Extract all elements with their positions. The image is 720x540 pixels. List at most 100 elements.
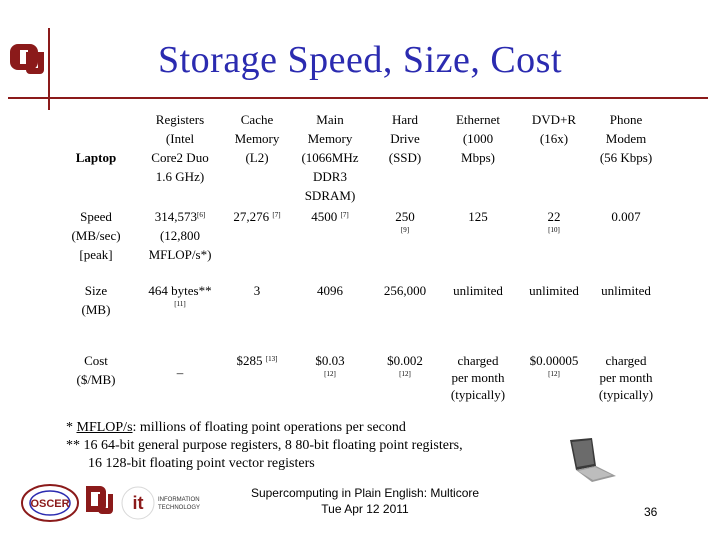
col-header-line: Memory bbox=[234, 131, 280, 146]
footer-logos: OSCER it INFORMATION TECHNOLOGY bbox=[18, 480, 218, 531]
col-header-line: Phone bbox=[609, 112, 643, 127]
cell-value: (typically) bbox=[450, 387, 506, 402]
col-header-line: Modem bbox=[605, 131, 647, 146]
cell-cost-modem: charged per month (typically) bbox=[592, 349, 660, 419]
cell-value: charged bbox=[457, 353, 499, 368]
cell-size-registers: 464 bytes** [11] bbox=[136, 279, 224, 349]
cell-value: $0.03 bbox=[315, 353, 345, 368]
cell-cost-registers: – bbox=[136, 349, 224, 419]
slide-title: Storage Speed, Size, Cost bbox=[157, 39, 563, 81]
cell-speed-modem: 0.007 bbox=[611, 209, 641, 224]
cell-value: (typically) bbox=[598, 387, 654, 402]
col-header-line: (SSD) bbox=[388, 150, 422, 165]
cell-value: per month bbox=[451, 370, 505, 385]
col-header-registers: Registers (Intel Core2 Duo 1.6 GHz) bbox=[136, 108, 224, 205]
cell-speed-ethernet: 125 bbox=[468, 209, 488, 224]
col-header-dvd: DVD+R (16x) bbox=[516, 108, 592, 205]
row-label-line: ($/MB) bbox=[76, 372, 116, 387]
page-number: 36 bbox=[644, 505, 658, 519]
col-header-line: SDRAM) bbox=[304, 188, 356, 203]
footnote-term: MFLOP/s bbox=[76, 420, 133, 435]
cell-value: charged bbox=[605, 353, 647, 368]
slide-footer: Supercomputing in Plain English: Multico… bbox=[230, 485, 500, 517]
it-logo-subtext: TECHNOLOGY bbox=[158, 505, 200, 511]
cell-value: 250 bbox=[395, 209, 415, 224]
storage-table: Laptop Registers (Intel Core2 Duo 1.6 GH… bbox=[56, 108, 660, 419]
title-vertical-rule bbox=[48, 28, 50, 110]
reference-mark: [13] bbox=[265, 355, 278, 363]
cell-cost-main: $0.03 [12] bbox=[290, 349, 370, 419]
cell-speed-main: 4500 [7] bbox=[290, 205, 370, 279]
table-row-size: Size (MB) 464 bytes** [11] 3 4096 256,000… bbox=[56, 279, 660, 349]
table-row-cost: Cost ($/MB) – $285 [13] $0.03 [12] $0.002… bbox=[56, 349, 660, 419]
reference-mark: [12] bbox=[324, 370, 336, 378]
col-header-main-memory: Main Memory (1066MHz DDR3 SDRAM) bbox=[290, 108, 370, 205]
cell-cost-disk: $0.002 [12] bbox=[370, 349, 440, 419]
col-header-hard-drive: Hard Drive (SSD) bbox=[370, 108, 440, 205]
col-header-line: Hard bbox=[392, 112, 418, 127]
col-header-line: Main bbox=[316, 112, 344, 127]
reference-mark: [6] bbox=[197, 211, 206, 219]
row-label-line: Cost bbox=[84, 353, 108, 368]
col-header-line: (Intel bbox=[165, 131, 195, 146]
col-header-modem: Phone Modem (56 Kbps) bbox=[592, 108, 660, 205]
col-header-cache: Cache Memory (L2) bbox=[224, 108, 290, 205]
row-label-line: (MB) bbox=[81, 302, 111, 317]
footnote-mflops: * MFLOP/s: millions of floating point op… bbox=[66, 419, 463, 437]
cell-speed-disk: 250 [9] bbox=[370, 205, 440, 279]
col-header-line: Registers bbox=[155, 112, 205, 127]
col-header-line: (1000 bbox=[462, 131, 494, 146]
cell-speed-registers: 314,573[6] (12,800 MFLOP/s*) bbox=[136, 205, 224, 279]
cell-size-main: 4096 bbox=[317, 283, 343, 298]
col-header-line: DVD+R bbox=[531, 112, 577, 127]
ou-logo-icon bbox=[10, 44, 44, 74]
row-label-line: Size bbox=[84, 283, 108, 298]
reference-mark: [7] bbox=[272, 211, 281, 219]
cell-value: (12,800 bbox=[159, 228, 201, 243]
row-label-line: (MB/sec) bbox=[71, 228, 121, 243]
cell-value: $285 bbox=[236, 353, 263, 368]
row-label-size: Size (MB) bbox=[56, 279, 136, 349]
col-header-line: Ethernet bbox=[455, 112, 501, 127]
footnote-text: : millions of floating point operations … bbox=[132, 420, 406, 435]
reference-mark: [10] bbox=[548, 226, 560, 234]
it-logo-subtext: INFORMATION bbox=[158, 497, 200, 503]
cell-speed-dvd: 22 [10] bbox=[516, 205, 592, 279]
cell-size-ethernet: unlimited bbox=[453, 283, 503, 298]
col-header-ethernet: Ethernet (1000 Mbps) bbox=[440, 108, 516, 205]
laptop-icon bbox=[570, 438, 616, 482]
oscer-logo-icon: OSCER it INFORMATION TECHNOLOGY bbox=[21, 484, 200, 522]
cell-value: – bbox=[176, 365, 184, 380]
footnote-mark: * bbox=[66, 420, 77, 435]
col-header-line: (L2) bbox=[245, 150, 269, 165]
cell-size-dvd: unlimited bbox=[529, 283, 579, 298]
cell-value: $0.00005 bbox=[529, 353, 579, 368]
row-label-cost: Cost ($/MB) bbox=[56, 349, 136, 419]
cell-value: 314,573 bbox=[154, 209, 198, 224]
footer-line: Supercomputing in Plain English: Multico… bbox=[250, 486, 480, 500]
cell-value: 27,276 bbox=[233, 209, 270, 224]
col-header-line: Drive bbox=[390, 131, 420, 146]
reference-mark: [12] bbox=[548, 370, 560, 378]
col-header-line: DDR3 bbox=[313, 169, 347, 184]
cell-value: 22 bbox=[547, 209, 561, 224]
cell-value: MFLOP/s*) bbox=[148, 247, 212, 262]
cell-size-cache: 3 bbox=[253, 283, 261, 298]
cell-cost-dvd: $0.00005 [12] bbox=[516, 349, 592, 419]
row-label-line: [peak] bbox=[79, 247, 113, 262]
cell-value: 4500 bbox=[311, 209, 338, 224]
title-horizontal-rule bbox=[8, 97, 708, 99]
cell-value: $0.002 bbox=[387, 353, 423, 368]
reference-mark: [11] bbox=[174, 300, 186, 308]
footnote-registers-cont: 16 128-bit floating point vector registe… bbox=[88, 456, 315, 471]
oscer-logo-text: OSCER bbox=[30, 498, 69, 510]
reference-mark: [9] bbox=[400, 226, 410, 234]
col-header-line: 1.6 GHz) bbox=[155, 169, 205, 184]
table-row-speed: Speed (MB/sec) [peak] 314,573[6] (12,800… bbox=[56, 205, 660, 279]
cell-speed-cache: 27,276 [7] bbox=[224, 205, 290, 279]
cell-cost-ethernet: charged per month (typically) bbox=[440, 349, 516, 419]
footnote-registers: ** 16 64-bit general purpose registers, … bbox=[66, 438, 463, 453]
col-header-line: Memory bbox=[307, 131, 353, 146]
col-header-line: (16x) bbox=[539, 131, 569, 146]
cell-value: 464 bytes** bbox=[148, 283, 212, 298]
